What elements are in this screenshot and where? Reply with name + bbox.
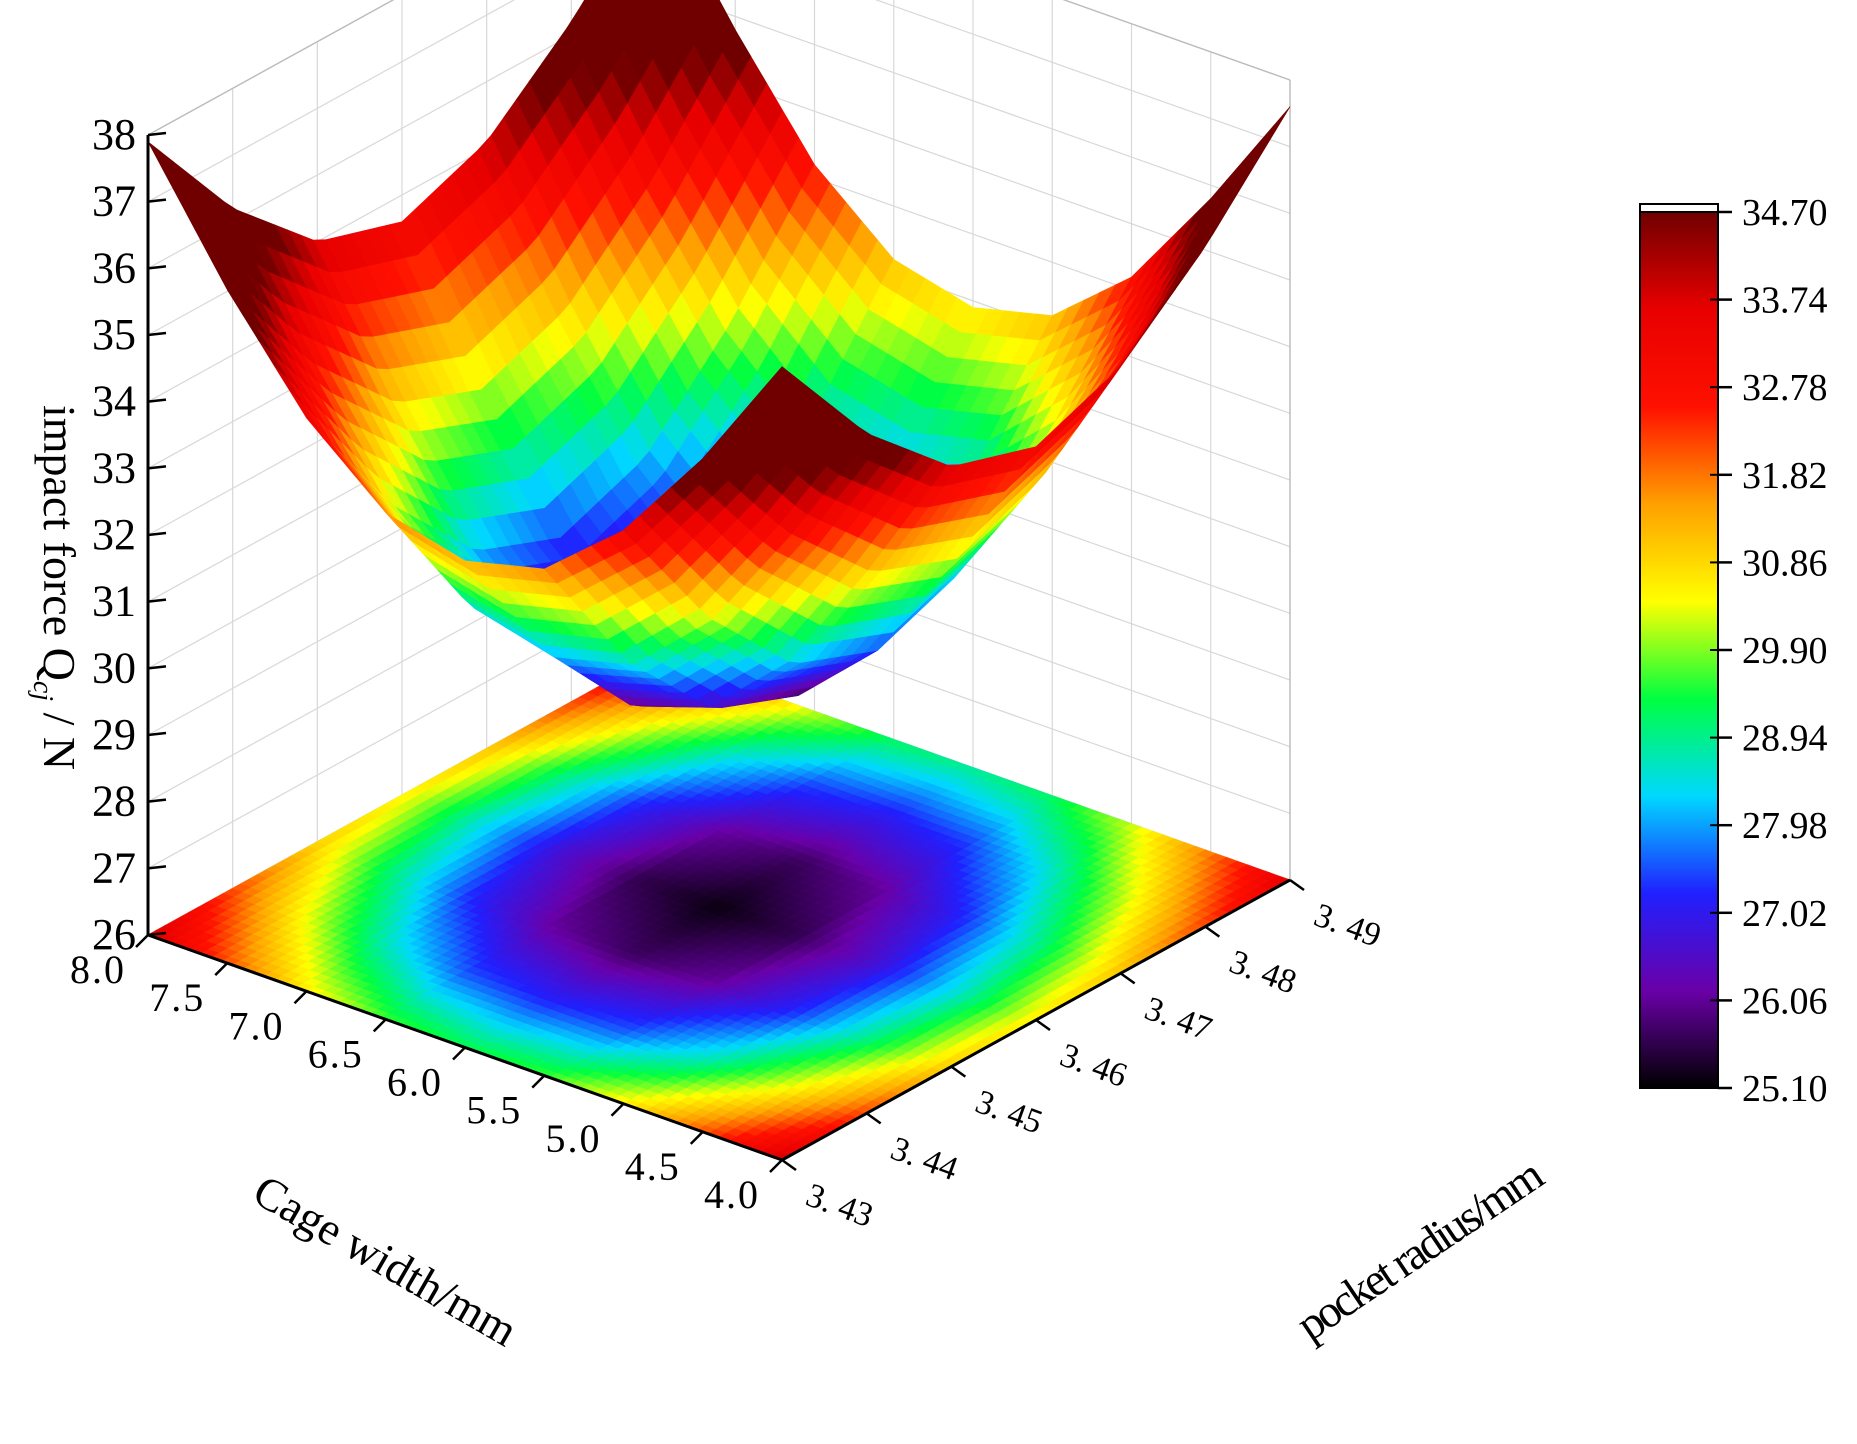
surface-mesh <box>147 0 1291 708</box>
surface-cell <box>1232 146 1262 188</box>
grid-line <box>874 0 1291 148</box>
surface-cell <box>1245 124 1275 166</box>
contour-floor <box>147 654 1291 1161</box>
grid-line <box>687 0 1291 214</box>
box-edge <box>1062 0 1291 81</box>
box-edge <box>147 0 395 136</box>
grid-line <box>147 0 516 203</box>
surface-cell <box>1261 106 1291 147</box>
